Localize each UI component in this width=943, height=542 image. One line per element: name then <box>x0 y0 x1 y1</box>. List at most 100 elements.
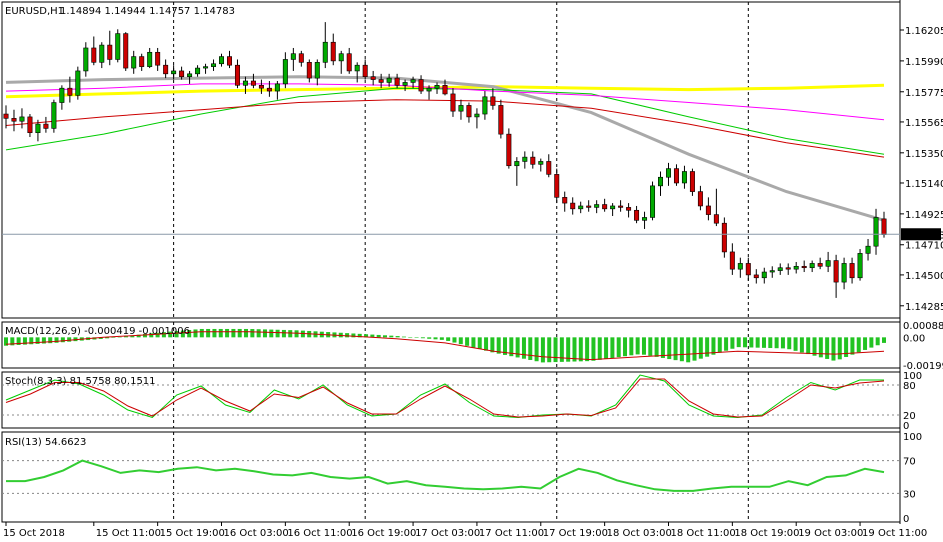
candle-body <box>226 56 232 66</box>
candle <box>737 257 743 278</box>
candle-body <box>386 77 392 83</box>
candle <box>554 168 560 204</box>
candle-body <box>434 85 440 89</box>
candle <box>59 85 65 110</box>
macd-bar <box>401 336 406 338</box>
current-price-label: 1.14783 <box>904 230 943 241</box>
macd-bar <box>534 337 539 362</box>
candle <box>386 73 392 87</box>
candle-body <box>665 168 671 178</box>
macd-bar <box>376 334 381 338</box>
macd-bar <box>635 337 640 355</box>
candle-body <box>219 56 225 65</box>
time-tick-label: 15 Oct 2018 <box>3 528 65 539</box>
candle-body <box>689 171 695 192</box>
candle-body <box>825 260 831 267</box>
candle-body <box>538 161 544 165</box>
macd-tick-label: -0.001996 <box>903 361 943 372</box>
price-tick-label: 1.14710 <box>905 241 943 252</box>
macd-bar <box>515 337 520 358</box>
macd-bar <box>521 337 526 359</box>
candle <box>785 263 791 275</box>
candle <box>594 200 600 214</box>
macd-bar <box>641 337 646 355</box>
macd-bar <box>111 337 116 338</box>
candle <box>83 42 89 77</box>
candle-body <box>841 263 847 283</box>
macd-bar <box>48 337 53 344</box>
candle <box>697 185 703 211</box>
candle-body <box>506 133 512 167</box>
candle-body <box>306 62 312 79</box>
candle-body <box>761 271 767 279</box>
macd-bar <box>566 337 571 362</box>
macd-bar <box>294 330 299 338</box>
candle-body <box>865 245 871 254</box>
macd-bar <box>844 337 849 357</box>
candle <box>195 65 201 77</box>
candle <box>282 52 288 89</box>
price-pane[interactable]: 1.16205 1.15990 1.15775 1.15565 1.15350 1.151… <box>2 6 943 313</box>
macd-bar <box>553 337 558 363</box>
candle-body <box>522 156 528 162</box>
macd-bar <box>281 329 286 338</box>
candle <box>506 128 512 169</box>
rsi-pane[interactable]: 100 70 30 0 RSI(13) 54.6623 <box>2 432 922 525</box>
macd-bar <box>370 334 375 338</box>
candle <box>650 181 656 221</box>
price-tick-label: 1.15990 <box>905 57 943 68</box>
candle <box>107 30 113 66</box>
candle-body <box>681 171 687 184</box>
candle-body <box>873 217 879 247</box>
macd-bar <box>730 337 735 349</box>
candle <box>67 76 73 103</box>
candle <box>322 22 328 69</box>
candle <box>314 59 320 86</box>
candle <box>298 50 304 67</box>
candle <box>338 50 344 74</box>
macd-bar <box>774 337 779 349</box>
candle <box>27 114 33 138</box>
macd-bar <box>799 337 804 353</box>
price-tick-label: 1.15775 <box>905 88 943 99</box>
price-axis: 1.16205 1.15990 1.15775 1.15565 1.15350 1.151… <box>900 26 943 313</box>
candle-body <box>737 263 743 270</box>
candle-body <box>107 44 113 60</box>
time-tick-label: 19 Oct 03:00 <box>798 528 863 539</box>
candle <box>729 243 735 275</box>
macd-bar <box>98 337 103 339</box>
macd-bar <box>29 337 34 345</box>
macd-bar <box>35 337 40 344</box>
price-tick-label: 1.15350 <box>905 149 943 160</box>
macd-bar <box>364 334 369 338</box>
macd-bar <box>168 331 173 338</box>
moving-average-3 <box>5 99 885 158</box>
macd-bar <box>22 337 27 345</box>
macd-bar <box>850 337 855 355</box>
candle-body <box>610 205 616 210</box>
macd-bar <box>395 336 400 338</box>
candle-body <box>410 79 416 83</box>
macd-bar <box>825 337 830 359</box>
candle <box>362 59 368 80</box>
candle <box>35 119 41 142</box>
macd-bar <box>623 337 628 357</box>
chart-panes <box>1 0 901 524</box>
macd-bar <box>16 337 21 345</box>
candle <box>147 47 153 69</box>
macd-bar <box>231 328 236 338</box>
macd-bar <box>288 330 293 338</box>
macd-bar <box>736 337 741 348</box>
candle-body <box>27 116 33 134</box>
candle <box>777 263 783 275</box>
candle-body <box>745 263 751 276</box>
macd-bar <box>812 337 817 356</box>
macd-bar <box>724 337 729 351</box>
macd-bar <box>180 330 185 338</box>
macd-bar <box>818 337 823 358</box>
candle-body <box>234 64 240 86</box>
candle-body <box>498 105 504 135</box>
macd-pane[interactable]: 0.0008840.00 -0.001996 MACD(12,26,9) -0.0… <box>4 321 943 372</box>
